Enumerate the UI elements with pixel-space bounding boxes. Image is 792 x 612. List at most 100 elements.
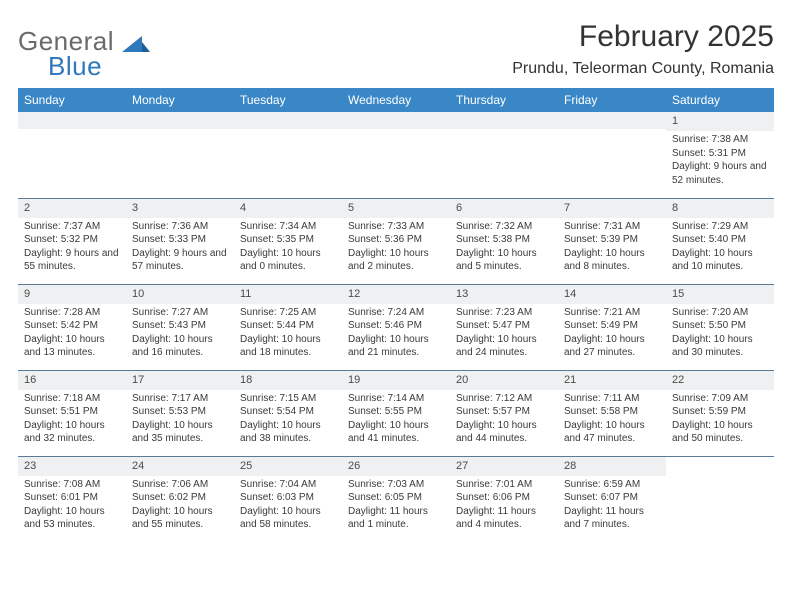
day-content: Sunrise: 7:18 AMSunset: 5:51 PMDaylight:…: [18, 390, 126, 450]
sunrise-line: Sunrise: 7:09 AM: [672, 392, 768, 406]
calendar-day: 24Sunrise: 7:06 AMSunset: 6:02 PMDayligh…: [126, 456, 234, 542]
daylight-line: Daylight: 10 hours and 24 minutes.: [456, 333, 552, 360]
brand-logo: General Blue: [18, 20, 150, 82]
daylight-line: Daylight: 10 hours and 32 minutes.: [24, 419, 120, 446]
calendar-body: 1Sunrise: 7:38 AMSunset: 5:31 PMDaylight…: [18, 112, 774, 542]
sunrise-line: Sunrise: 7:17 AM: [132, 392, 228, 406]
day-number: 25: [234, 457, 342, 476]
daylight-line: Daylight: 10 hours and 27 minutes.: [564, 333, 660, 360]
calendar-empty-day: [450, 112, 558, 198]
calendar-day: 14Sunrise: 7:21 AMSunset: 5:49 PMDayligh…: [558, 284, 666, 370]
sunset-line: Sunset: 5:40 PM: [672, 233, 768, 247]
sunrise-line: Sunrise: 7:04 AM: [240, 478, 336, 492]
day-number: 17: [126, 371, 234, 390]
dayname-monday: Monday: [126, 88, 234, 112]
day-content: Sunrise: 7:21 AMSunset: 5:49 PMDaylight:…: [558, 304, 666, 364]
day-number: 27: [450, 457, 558, 476]
calendar-week: 9Sunrise: 7:28 AMSunset: 5:42 PMDaylight…: [18, 284, 774, 370]
sunset-line: Sunset: 5:43 PM: [132, 319, 228, 333]
title-block: February 2025 Prundu, Teleorman County, …: [512, 20, 774, 78]
day-number: 22: [666, 371, 774, 390]
day-content: Sunrise: 7:32 AMSunset: 5:38 PMDaylight:…: [450, 218, 558, 278]
calendar-day: 1Sunrise: 7:38 AMSunset: 5:31 PMDaylight…: [666, 112, 774, 198]
calendar-week: 23Sunrise: 7:08 AMSunset: 6:01 PMDayligh…: [18, 456, 774, 542]
sunrise-line: Sunrise: 7:32 AM: [456, 220, 552, 234]
day-content: Sunrise: 7:06 AMSunset: 6:02 PMDaylight:…: [126, 476, 234, 536]
daylight-line: Daylight: 10 hours and 8 minutes.: [564, 247, 660, 274]
sunset-line: Sunset: 5:49 PM: [564, 319, 660, 333]
calendar-day: 16Sunrise: 7:18 AMSunset: 5:51 PMDayligh…: [18, 370, 126, 456]
sunrise-line: Sunrise: 7:36 AM: [132, 220, 228, 234]
daylight-line: Daylight: 10 hours and 55 minutes.: [132, 505, 228, 532]
day-content: Sunrise: 7:28 AMSunset: 5:42 PMDaylight:…: [18, 304, 126, 364]
calendar-day: 11Sunrise: 7:25 AMSunset: 5:44 PMDayligh…: [234, 284, 342, 370]
sunrise-line: Sunrise: 7:23 AM: [456, 306, 552, 320]
calendar-day: 21Sunrise: 7:11 AMSunset: 5:58 PMDayligh…: [558, 370, 666, 456]
calendar-week: 16Sunrise: 7:18 AMSunset: 5:51 PMDayligh…: [18, 370, 774, 456]
month-title: February 2025: [512, 20, 774, 54]
day-content: Sunrise: 7:34 AMSunset: 5:35 PMDaylight:…: [234, 218, 342, 278]
day-content: Sunrise: 7:33 AMSunset: 5:36 PMDaylight:…: [342, 218, 450, 278]
daylight-line: Daylight: 10 hours and 50 minutes.: [672, 419, 768, 446]
daylight-line: Daylight: 10 hours and 35 minutes.: [132, 419, 228, 446]
day-content: Sunrise: 7:14 AMSunset: 5:55 PMDaylight:…: [342, 390, 450, 450]
sunset-line: Sunset: 6:07 PM: [564, 491, 660, 505]
sunset-line: Sunset: 5:36 PM: [348, 233, 444, 247]
sunset-line: Sunset: 5:55 PM: [348, 405, 444, 419]
calendar-day: 15Sunrise: 7:20 AMSunset: 5:50 PMDayligh…: [666, 284, 774, 370]
day-content: Sunrise: 7:01 AMSunset: 6:06 PMDaylight:…: [450, 476, 558, 536]
dayname-thursday: Thursday: [450, 88, 558, 112]
sunset-line: Sunset: 5:44 PM: [240, 319, 336, 333]
empty-day-band: [558, 112, 666, 129]
sunset-line: Sunset: 6:03 PM: [240, 491, 336, 505]
brand-text: General Blue: [18, 26, 150, 82]
day-content: Sunrise: 7:09 AMSunset: 5:59 PMDaylight:…: [666, 390, 774, 450]
sunset-line: Sunset: 6:05 PM: [348, 491, 444, 505]
sunrise-line: Sunrise: 7:33 AM: [348, 220, 444, 234]
day-content: Sunrise: 7:31 AMSunset: 5:39 PMDaylight:…: [558, 218, 666, 278]
calendar-page: General Blue February 2025 Prundu, Teleo…: [0, 0, 792, 554]
day-number: 6: [450, 199, 558, 218]
dayname-friday: Friday: [558, 88, 666, 112]
sunrise-line: Sunrise: 7:18 AM: [24, 392, 120, 406]
empty-day-band: [126, 112, 234, 129]
sunrise-line: Sunrise: 7:27 AM: [132, 306, 228, 320]
daylight-line: Daylight: 10 hours and 16 minutes.: [132, 333, 228, 360]
day-content: Sunrise: 7:03 AMSunset: 6:05 PMDaylight:…: [342, 476, 450, 536]
daylight-line: Daylight: 10 hours and 18 minutes.: [240, 333, 336, 360]
calendar-day: 6Sunrise: 7:32 AMSunset: 5:38 PMDaylight…: [450, 198, 558, 284]
day-number: 5: [342, 199, 450, 218]
day-number: 12: [342, 285, 450, 304]
day-content: Sunrise: 7:24 AMSunset: 5:46 PMDaylight:…: [342, 304, 450, 364]
day-number: 28: [558, 457, 666, 476]
day-number: 2: [18, 199, 126, 218]
calendar-day: 3Sunrise: 7:36 AMSunset: 5:33 PMDaylight…: [126, 198, 234, 284]
day-content: Sunrise: 7:38 AMSunset: 5:31 PMDaylight:…: [666, 131, 774, 191]
daylight-line: Daylight: 10 hours and 58 minutes.: [240, 505, 336, 532]
day-content: Sunrise: 7:36 AMSunset: 5:33 PMDaylight:…: [126, 218, 234, 278]
sunrise-line: Sunrise: 7:21 AM: [564, 306, 660, 320]
sunset-line: Sunset: 6:01 PM: [24, 491, 120, 505]
day-content: Sunrise: 7:08 AMSunset: 6:01 PMDaylight:…: [18, 476, 126, 536]
daylight-line: Daylight: 10 hours and 5 minutes.: [456, 247, 552, 274]
calendar-table: SundayMondayTuesdayWednesdayThursdayFrid…: [18, 88, 774, 542]
calendar-day: 27Sunrise: 7:01 AMSunset: 6:06 PMDayligh…: [450, 456, 558, 542]
daylight-line: Daylight: 10 hours and 0 minutes.: [240, 247, 336, 274]
sunrise-line: Sunrise: 7:20 AM: [672, 306, 768, 320]
sunrise-line: Sunrise: 7:25 AM: [240, 306, 336, 320]
calendar-day: 7Sunrise: 7:31 AMSunset: 5:39 PMDaylight…: [558, 198, 666, 284]
sunset-line: Sunset: 6:06 PM: [456, 491, 552, 505]
dayname-saturday: Saturday: [666, 88, 774, 112]
day-content: Sunrise: 6:59 AMSunset: 6:07 PMDaylight:…: [558, 476, 666, 536]
daylight-line: Daylight: 10 hours and 41 minutes.: [348, 419, 444, 446]
day-content: Sunrise: 7:25 AMSunset: 5:44 PMDaylight:…: [234, 304, 342, 364]
day-content: Sunrise: 7:27 AMSunset: 5:43 PMDaylight:…: [126, 304, 234, 364]
sunrise-line: Sunrise: 7:03 AM: [348, 478, 444, 492]
day-number: 15: [666, 285, 774, 304]
daylight-line: Daylight: 10 hours and 53 minutes.: [24, 505, 120, 532]
calendar-empty-day: [18, 112, 126, 198]
day-number: 13: [450, 285, 558, 304]
calendar-empty-day: [342, 112, 450, 198]
daylight-line: Daylight: 10 hours and 13 minutes.: [24, 333, 120, 360]
day-number: 9: [18, 285, 126, 304]
